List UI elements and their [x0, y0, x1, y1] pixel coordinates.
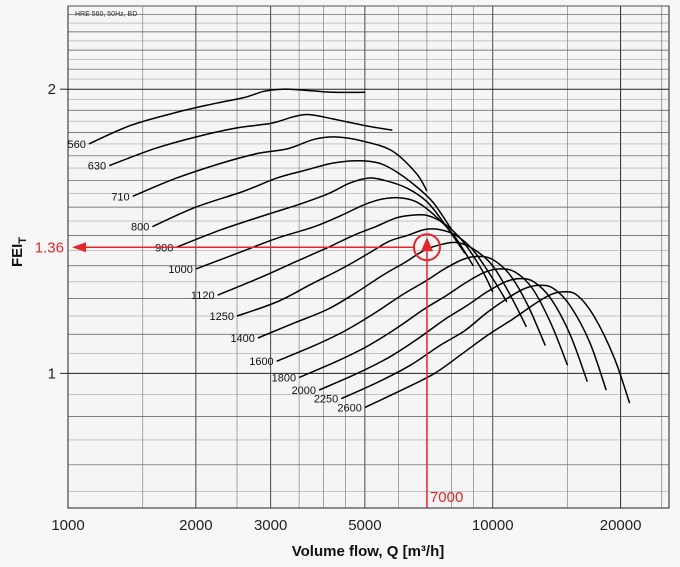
svg-text:FEIT: FEIT: [9, 237, 29, 267]
chart-caption: HRE 560, 50Hz, BD: [75, 11, 137, 18]
y-axis-title-subscript: T: [17, 237, 29, 244]
speed-label-1800: 1800: [272, 372, 296, 384]
speed-label-900: 900: [155, 242, 173, 254]
operating-point: 1.36 7000: [35, 233, 463, 508]
fan-curve-630: [108, 113, 393, 167]
x-tick-label: 5000: [348, 517, 381, 534]
y-tick-label: 1: [48, 365, 56, 382]
fei-value-label: 1.36: [35, 239, 64, 256]
x-tick-label: 1000: [51, 517, 84, 534]
speed-label-1120: 1120: [191, 290, 215, 302]
speed-label-800: 800: [131, 222, 149, 234]
operating-point-circle: [412, 233, 441, 262]
fan-curve-710: [132, 136, 428, 197]
fan-curve-1000: [195, 196, 474, 270]
x-tick-label: 10000: [472, 517, 514, 534]
fan-curve-800: [152, 159, 453, 231]
fei-arrowhead: [72, 242, 86, 253]
fan-curve-900: [176, 177, 466, 254]
y-axis-title-main: FEI: [9, 244, 26, 267]
fan-curve-1800: [298, 268, 569, 379]
operating-point-marker: [420, 237, 433, 252]
speed-label-2000: 2000: [292, 385, 316, 397]
grid: [68, 5, 669, 508]
speed-label-1400: 1400: [230, 333, 254, 345]
fan-curve-1600: [276, 255, 546, 362]
axis-ticks: 1000 2000 3000 5000 10000 20000 2 1: [48, 81, 642, 534]
y-axis-title: FEIT: [9, 237, 29, 267]
fan-curves: [88, 88, 631, 409]
speed-label-2600: 2600: [337, 403, 361, 415]
flow-value-label: 7000: [430, 489, 463, 506]
speed-labels: 5606307108009001000112012501400160018002…: [68, 139, 362, 415]
speed-label-1600: 1600: [249, 356, 273, 368]
y-tick-label: 2: [48, 81, 56, 98]
speed-label-710: 710: [111, 191, 129, 203]
fan-curve-2000: [318, 277, 589, 391]
fan-curve-1250: [236, 228, 508, 317]
x-tick-label: 20000: [600, 517, 642, 534]
speed-label-2250: 2250: [314, 394, 338, 406]
fan-curve-560: [88, 88, 365, 145]
x-tick-label: 2000: [179, 517, 212, 534]
fan-curve-2600: [364, 291, 631, 409]
speed-label-560: 560: [68, 139, 86, 151]
x-tick-label: 3000: [254, 517, 287, 534]
speed-label-1000: 1000: [168, 264, 192, 276]
fan-curve-1120: [217, 213, 494, 296]
x-axis-title: Volume flow, Q [m³/h]: [292, 543, 445, 560]
plot-area: [67, 5, 670, 509]
fan-curve-2250: [340, 284, 607, 400]
speed-label-1250: 1250: [210, 311, 234, 323]
speed-label-630: 630: [88, 161, 106, 173]
